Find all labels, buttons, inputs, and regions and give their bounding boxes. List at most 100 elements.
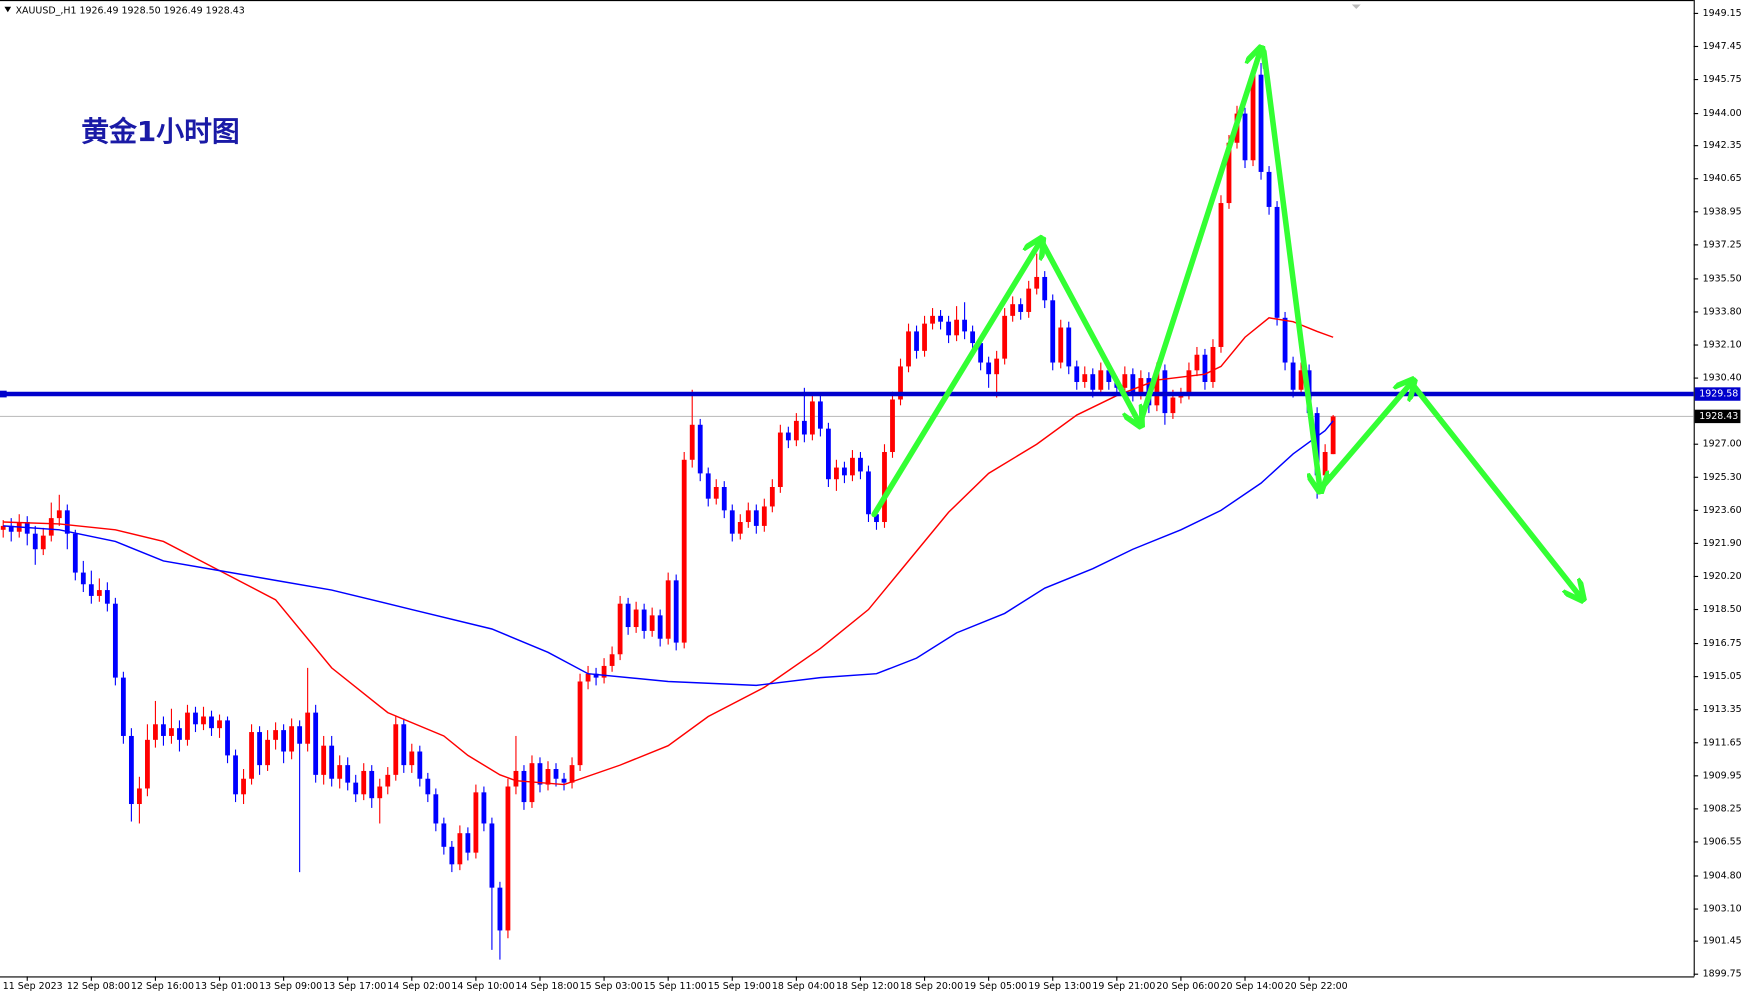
candle-body (489, 823, 495, 888)
candle-body (201, 716, 206, 725)
candle-body (1170, 397, 1176, 414)
x-tick-label: 15 Sep 19:00 (708, 981, 771, 992)
candle-body (177, 728, 182, 740)
candle-body (353, 782, 359, 795)
candle-body (1210, 346, 1216, 382)
candle-body (433, 794, 439, 824)
candle-body (826, 428, 831, 480)
candle-body (545, 769, 551, 785)
candle-body (737, 522, 743, 534)
candle-body (970, 331, 976, 344)
candle-body (665, 580, 671, 639)
candle-body (809, 401, 815, 435)
candle-body (898, 366, 903, 400)
candle-body (713, 487, 719, 499)
y-tick-label: 1909.95 (1703, 770, 1742, 781)
candle-body (569, 765, 575, 783)
candle-body (393, 724, 399, 775)
candle-body (417, 751, 423, 779)
candle-body (673, 580, 679, 643)
chart-title: 黄金1小时图 (81, 115, 239, 148)
candle-body (601, 665, 607, 678)
y-tick-label: 1899.75 (1703, 969, 1742, 980)
y-tick-label: 1906.55 (1703, 836, 1742, 847)
candle-body (185, 712, 190, 740)
price-label-box (1694, 409, 1741, 424)
candle-body (850, 457, 855, 476)
candle-body (1042, 276, 1048, 301)
x-tick-label: 19 Sep 21:00 (1092, 981, 1155, 992)
symbol-icon (4, 6, 12, 13)
candle-body (705, 473, 711, 499)
candle-body (866, 471, 871, 515)
y-tick-label: 1947.45 (1703, 41, 1742, 52)
candle-body (120, 677, 126, 736)
candle-body (1026, 288, 1032, 312)
candle-body (641, 609, 647, 631)
candle-body (64, 510, 70, 534)
candle-body (1058, 327, 1064, 363)
candle-body (104, 590, 110, 604)
y-tick-label: 1932.10 (1703, 340, 1742, 351)
candle-body (217, 720, 222, 729)
candle-body (801, 420, 807, 435)
x-tick-label: 15 Sep 03:00 (580, 981, 643, 992)
x-tick-label: 18 Sep 04:00 (772, 981, 835, 992)
candle-body (994, 358, 1000, 375)
candle-body (313, 712, 319, 775)
candle-body (1194, 354, 1200, 371)
candle-body (88, 584, 94, 596)
candle-body (72, 533, 78, 573)
y-tick-label: 1918.50 (1703, 604, 1742, 615)
candle-body (962, 319, 968, 332)
candle-body (649, 615, 655, 631)
candle-body (1002, 315, 1008, 359)
candle-body (729, 510, 735, 534)
candle-body (842, 467, 847, 476)
candle-body (1322, 451, 1328, 476)
x-tick-label: 14 Sep 18:00 (515, 981, 578, 992)
candle-body (161, 724, 166, 736)
arrow (1409, 380, 1579, 595)
candle-body (938, 315, 943, 322)
candle-body (273, 730, 279, 740)
candle-body (289, 726, 295, 752)
candle-body (793, 420, 799, 441)
candle-body (281, 730, 287, 752)
candle-body (761, 506, 767, 526)
candle-body (914, 331, 919, 351)
candle-body (585, 673, 591, 682)
candle-body (321, 745, 327, 775)
candle-body (257, 732, 262, 766)
y-tick-label: 1901.45 (1703, 936, 1742, 947)
candle-body (449, 846, 455, 865)
level-handle (0, 390, 7, 398)
y-tick-label: 1916.75 (1703, 638, 1742, 649)
candle-body (369, 770, 375, 799)
candle-body (537, 763, 543, 785)
y-tick-label: 1930.40 (1703, 373, 1742, 384)
candle-body (1226, 142, 1232, 204)
candle-body (80, 572, 86, 585)
candle-body (1202, 354, 1208, 382)
y-tick-label: 1903.10 (1703, 904, 1742, 915)
candle-body (1298, 370, 1304, 390)
candle-body (986, 362, 992, 375)
y-tick-label: 1937.25 (1703, 239, 1742, 250)
x-tick-label: 11 Sep 2023 (3, 981, 63, 992)
x-tick-label: 13 Sep 01:00 (195, 981, 258, 992)
candle-body (481, 792, 487, 824)
candle-body (721, 487, 727, 511)
candle-body (978, 343, 984, 363)
candle-body (753, 510, 759, 526)
x-tick-label: 13 Sep 09:00 (259, 981, 322, 992)
candle-body (922, 323, 927, 351)
y-tick-label: 1904.80 (1703, 870, 1742, 881)
candle-body (561, 778, 567, 783)
symbol-header: XAUUSD_,H1 1926.49 1928.50 1926.49 1928.… (16, 6, 245, 17)
candle-body (1122, 374, 1128, 388)
candle-body (697, 424, 703, 474)
